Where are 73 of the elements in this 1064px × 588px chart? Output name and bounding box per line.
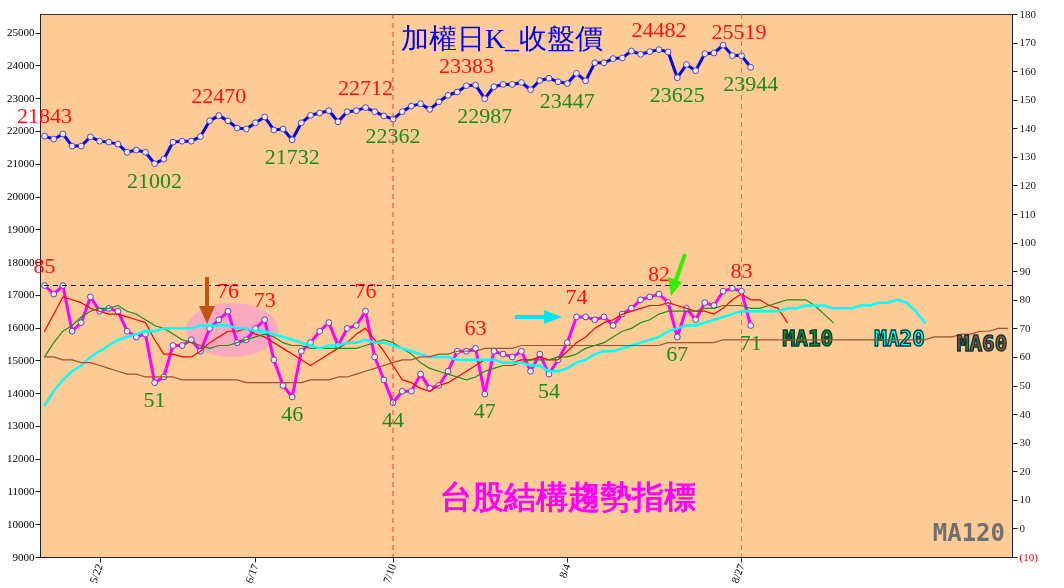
y-tick-label: 24000 [7, 58, 35, 71]
y-tick-label: 20000 [7, 190, 35, 203]
y-tick-label: 13000 [7, 419, 35, 432]
data-label: 23383 [438, 52, 494, 78]
y-tick-label: 21000 [7, 157, 35, 170]
y2-tick-label: 120 [1019, 178, 1037, 191]
annotation: MA120 [932, 519, 1005, 547]
y2-tick-label: 150 [1019, 93, 1037, 106]
data-label: 83 [730, 258, 753, 284]
y2-tick-label: 100 [1019, 236, 1037, 249]
y-tick-label: 17000 [7, 288, 35, 301]
data-label: 54 [537, 378, 560, 404]
y2-tick-label: 30 [1019, 436, 1031, 449]
x-tick-label: 6/17 [242, 561, 261, 585]
y-tick-label: 15000 [7, 353, 35, 366]
data-label: 22470 [191, 82, 247, 108]
x-tick-label: 5/22 [86, 562, 105, 585]
data-label: 63 [464, 315, 487, 341]
data-label: 22712 [338, 74, 394, 100]
y-tick-label: 22000 [7, 124, 35, 137]
y-tick-label: 18000 [7, 255, 35, 268]
data-label: 21002 [127, 167, 183, 193]
y2-tick-label: 0 [1019, 521, 1026, 534]
chart-subtitle: 加權日K_收盤價 [400, 23, 604, 54]
y-tick-label: 16000 [7, 321, 35, 334]
y2-tick-label: 90 [1019, 264, 1031, 277]
y2-tick-label: (10) [1019, 550, 1039, 564]
data-label: 23944 [723, 71, 779, 97]
y-tick-label: 9000 [12, 550, 35, 563]
y2-tick-label: 170 [1019, 36, 1037, 49]
x-tick-label: 7/10 [380, 561, 399, 585]
y2-tick-label: 180 [1019, 7, 1037, 20]
x-tick-label: 8/4 [556, 561, 573, 580]
y-tick-label: 25000 [7, 26, 35, 39]
y-tick-label: 12000 [7, 452, 35, 465]
data-label: 67 [666, 340, 689, 366]
y2-tick-label: 50 [1019, 379, 1031, 392]
series-label: MA10 [782, 326, 834, 351]
data-label: 47 [473, 398, 496, 424]
y2-tick-label: 140 [1019, 121, 1037, 134]
x-tick-label: 8/27 [728, 561, 747, 585]
y2-tick-label: 70 [1019, 321, 1031, 334]
data-label: 82 [647, 261, 670, 287]
y-tick-label: 19000 [7, 222, 35, 235]
y-tick-label: 23000 [7, 91, 35, 104]
data-label: 74 [565, 283, 588, 309]
data-label: 23625 [649, 81, 705, 107]
data-label: 71 [739, 329, 762, 355]
y2-tick-label: 160 [1019, 64, 1037, 77]
data-label: 76 [354, 278, 377, 304]
y-tick-label: 10000 [7, 517, 35, 530]
data-label: 51 [143, 386, 166, 412]
y2-tick-label: 60 [1019, 350, 1031, 363]
data-label: 23447 [539, 87, 595, 113]
y2-tick-label: 20 [1019, 464, 1031, 477]
y2-tick-label: 40 [1019, 407, 1031, 420]
y-tick-label: 11000 [7, 484, 35, 497]
data-label: 21732 [264, 143, 320, 169]
data-label: 24482 [631, 16, 687, 42]
text: 台股結構趨勢指標 [440, 479, 696, 515]
data-label: 22987 [457, 102, 513, 128]
data-label: 46 [281, 400, 304, 426]
y2-tick-label: 10 [1019, 493, 1031, 506]
annotation: 25519 [711, 19, 767, 44]
y2-tick-label: 110 [1019, 207, 1037, 220]
y2-tick-label: 80 [1019, 293, 1031, 306]
y2-tick-label: 130 [1019, 150, 1037, 163]
series-label: MA60 [956, 332, 1008, 357]
data-label: 73 [253, 286, 276, 312]
y-tick-label: 14000 [7, 386, 35, 399]
series-label: MA20 [874, 326, 925, 351]
data-label: 22362 [365, 123, 421, 149]
data-label: 44 [382, 406, 405, 432]
